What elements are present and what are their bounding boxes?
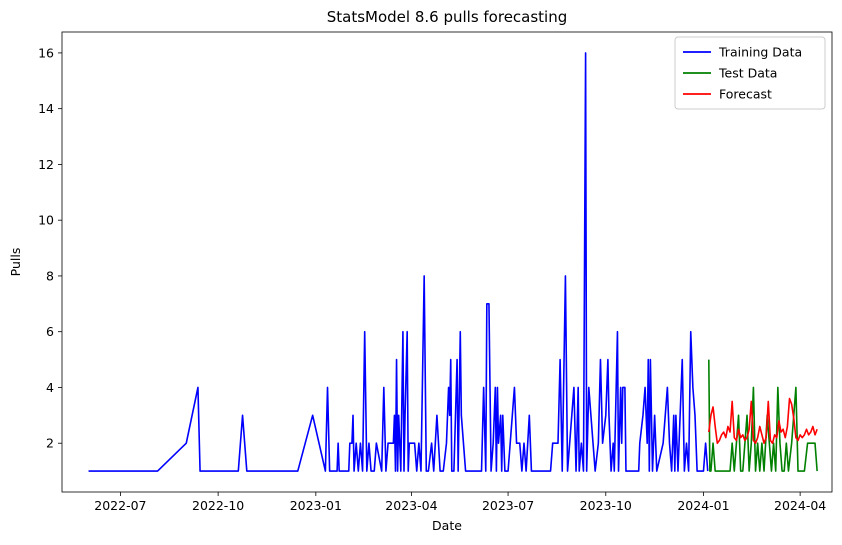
plot-frame [61,31,833,493]
series-line-training-data [88,52,709,472]
series-layer [88,52,818,472]
y-tick-label: 4 [46,380,54,395]
chart-title: StatsModel 8.6 pulls forecasting [327,8,568,26]
x-axis-label: Date [432,518,462,533]
x-tick-label: 2023-04 [385,498,437,513]
y-tick-label: 12 [38,157,54,172]
legend-box [674,36,826,110]
x-tick-label: 2022-10 [192,498,244,513]
legend: Training Data Test Data Forecast [674,36,826,110]
legend-label: Forecast [719,87,772,102]
y-tick-label: 2 [46,436,54,451]
x-tick-label: 2024-04 [774,498,826,513]
x-tick-label: 2024-01 [677,498,729,513]
x-tick-label: 2023-01 [290,498,342,513]
y-axis-label: Pulls [8,248,23,277]
x-tick-label: 2023-10 [580,498,632,513]
y-tick-label: 14 [38,101,54,116]
legend-label: Training Data [718,45,802,60]
y-tick-label: 8 [46,268,54,283]
legend-label: Test Data [718,66,777,81]
series-line-forecast [708,397,818,445]
x-tick-label: 2023-07 [482,498,534,513]
y-axis-ticks: 2 4 6 8 10 12 14 16 [38,45,62,451]
y-tick-label: 16 [38,45,54,60]
x-axis-ticks: 2022-07 2022-10 2023-01 2023-04 2023-07 2023-… [94,492,826,513]
y-tick-label: 10 [38,213,54,228]
y-tick-label: 6 [46,324,54,339]
series-line-test-data [708,359,818,472]
x-tick-label: 2022-07 [94,498,146,513]
